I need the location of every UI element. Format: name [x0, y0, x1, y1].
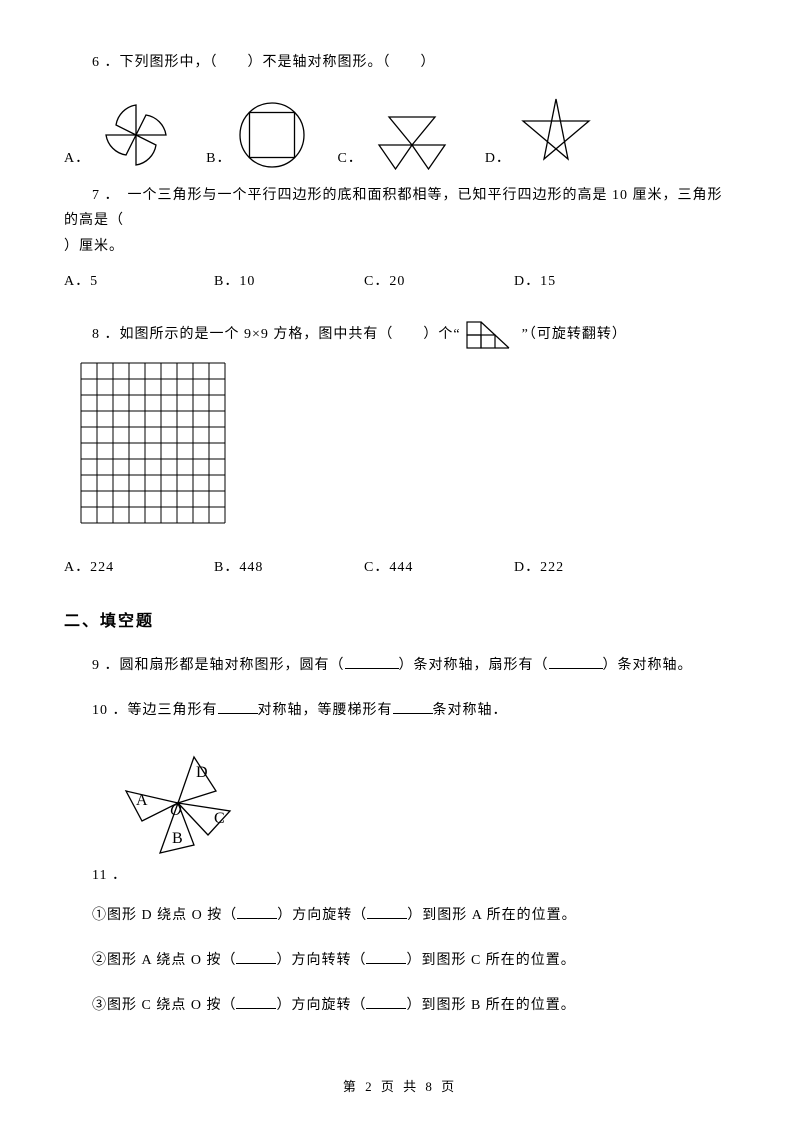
q7-line1: 7 ． 一个三角形与一个平行四边形的底和面积都相等，已知平行四边形的高是 10 … — [64, 183, 736, 233]
q11-label-a: A — [136, 792, 149, 809]
q11-s1-b: ）方向旋转（ — [277, 908, 367, 923]
q9-p1: 9 ．圆和扇形都是轴对称图形，圆有（ — [92, 658, 345, 673]
q6-label-b: B． — [206, 146, 231, 171]
q11-label-o: O — [170, 802, 183, 819]
q6-opt-d: D． — [485, 95, 597, 171]
q11-s3: ③图形 C 绕点 O 按（ ）方向旋转（ ）到图形 B 所在的位置。 — [64, 993, 736, 1018]
q11-label-d: D — [196, 764, 209, 781]
q11-num: 11 ． — [64, 863, 736, 888]
q7-opt-c: C．20 — [364, 269, 514, 294]
grid-9x9-icon — [76, 358, 230, 528]
l-shape-icon — [465, 320, 517, 350]
q7-opt-a: A．5 — [64, 269, 214, 294]
q10: 10 ．等边三角形有 对称轴，等腰梯形有 条对称轴． — [64, 698, 736, 723]
q8-opt-b: B．448 — [214, 555, 364, 580]
q10-p2: 对称轴，等腰梯形有 — [258, 703, 393, 718]
q11-s3-b: ）方向旋转（ — [276, 998, 366, 1013]
blank — [549, 654, 603, 669]
q6-label-c: C． — [337, 146, 362, 171]
blank — [218, 699, 258, 714]
q7-options: A．5 B．10 C．20 D．15 — [64, 269, 736, 294]
q8-text: 8 ．如图所示的是一个 9×9 方格，图中共有（ ）个“ ”（可旋转翻转） — [64, 320, 736, 350]
pinwheel-icon — [94, 99, 178, 171]
section-2-title: 二、填空题 — [64, 608, 736, 637]
q7-line2: ）厘米。 — [64, 234, 736, 259]
q6-opt-a: A． — [64, 99, 178, 171]
star-icon — [515, 95, 597, 171]
blank — [393, 699, 433, 714]
blank — [236, 994, 276, 1009]
q11-label-c: C — [214, 810, 226, 827]
q11-s2-a: ②图形 A 绕点 O 按（ — [92, 953, 236, 968]
q8-options: A．224 B．448 C．444 D．222 — [64, 555, 736, 580]
q8-opt-c: C．444 — [364, 555, 514, 580]
q11-figure: D A C B O — [112, 743, 736, 863]
q8-suffix: ”（可旋转翻转） — [522, 327, 627, 342]
blank — [367, 904, 407, 919]
q11-s2: ②图形 A 绕点 O 按（ ）方向转转（ ）到图形 C 所在的位置。 — [64, 948, 736, 973]
q6-text: 6 ．下列图形中，（ ）不是轴对称图形。（ ） — [64, 50, 736, 75]
blank — [366, 994, 406, 1009]
q11-s2-b: ）方向转转（ — [276, 953, 366, 968]
q6-options: A． B． — [64, 95, 736, 171]
blank — [236, 949, 276, 964]
q6-opt-b: B． — [206, 99, 309, 171]
q11-s3-c: ）到图形 B 所在的位置。 — [406, 998, 575, 1013]
q11-s1-c: ）到图形 A 所在的位置。 — [407, 908, 576, 923]
q8: 8 ．如图所示的是一个 9×9 方格，图中共有（ ）个“ ”（可旋转翻转） — [64, 320, 736, 580]
q10-p1: 10 ．等边三角形有 — [92, 703, 218, 718]
q6-label-a: A． — [64, 146, 90, 171]
q9-p3: ）条对称轴。 — [603, 658, 693, 673]
q7-opt-b: B．10 — [214, 269, 364, 294]
q8-opt-d: D．222 — [514, 555, 664, 580]
q8-opt-a: A．224 — [64, 555, 214, 580]
q11-s3-a: ③图形 C 绕点 O 按（ — [92, 998, 236, 1013]
page-footer: 第 2 页 共 8 页 — [0, 1075, 800, 1098]
blank — [345, 654, 399, 669]
q9-p2: ）条对称轴，扇形有（ — [399, 658, 549, 673]
q9: 9 ．圆和扇形都是轴对称图形，圆有（ ）条对称轴，扇形有（ ）条对称轴。 — [64, 653, 736, 678]
q7: 7 ． 一个三角形与一个平行四边形的底和面积都相等，已知平行四边形的高是 10 … — [64, 183, 736, 294]
q6-label-d: D． — [485, 146, 511, 171]
triangles-icon — [367, 109, 457, 171]
q11-s2-c: ）到图形 C 所在的位置。 — [406, 953, 575, 968]
blank — [366, 949, 406, 964]
q7-opt-d: D．15 — [514, 269, 664, 294]
q8-prefix: 8 ．如图所示的是一个 9×9 方格，图中共有（ ）个“ — [92, 327, 461, 342]
q10-p3: 条对称轴． — [433, 703, 508, 718]
circle-square-icon — [235, 99, 309, 171]
q11-s1-a: ①图形 D 绕点 O 按（ — [92, 908, 237, 923]
blank — [237, 904, 277, 919]
q6-opt-c: C． — [337, 109, 456, 171]
q11-label-b: B — [172, 830, 184, 847]
q11-s1: ①图形 D 绕点 O 按（ ）方向旋转（ ）到图形 A 所在的位置。 — [64, 903, 736, 928]
